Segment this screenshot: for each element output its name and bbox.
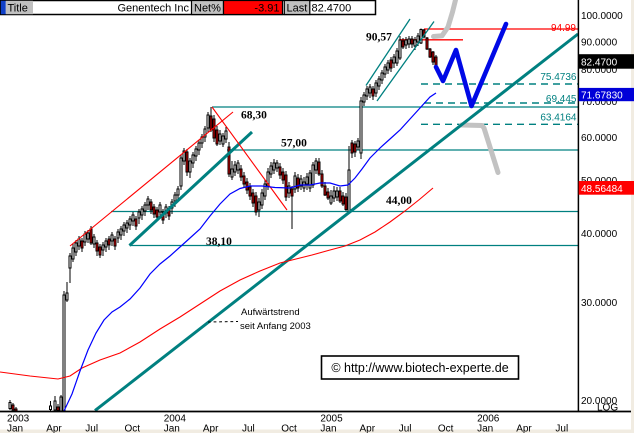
svg-text:-3.91: -3.91 xyxy=(254,2,279,14)
svg-text:Apr: Apr xyxy=(203,424,219,434)
svg-text:Apr: Apr xyxy=(516,424,532,434)
svg-text:20.0000: 20.0000 xyxy=(581,396,618,407)
svg-text:Oct: Oct xyxy=(438,424,454,434)
svg-text:57,00: 57,00 xyxy=(281,138,307,150)
svg-text:© http://www.biotech-experte.: © http://www.biotech-experte.de xyxy=(331,361,508,375)
svg-text:40.0000: 40.0000 xyxy=(581,229,618,240)
svg-text:94.99: 94.99 xyxy=(551,23,576,34)
svg-text:48.56484: 48.56484 xyxy=(581,184,623,195)
svg-text:82.4700: 82.4700 xyxy=(581,58,618,69)
svg-text:80.0000: 80.0000 xyxy=(581,65,618,76)
svg-text:Last: Last xyxy=(287,2,308,14)
svg-text:Jan: Jan xyxy=(320,424,336,434)
svg-text:Title: Title xyxy=(8,2,28,14)
svg-text:82.4700: 82.4700 xyxy=(312,2,352,14)
svg-text:Jul: Jul xyxy=(242,424,255,434)
svg-text:38,10: 38,10 xyxy=(206,236,232,248)
svg-text:68,30: 68,30 xyxy=(241,110,267,122)
svg-text:2006: 2006 xyxy=(477,414,500,425)
svg-text:Apr: Apr xyxy=(360,424,376,434)
svg-text:Apr: Apr xyxy=(46,424,62,434)
svg-text:90.0000: 90.0000 xyxy=(581,37,618,48)
svg-text:60.0000: 60.0000 xyxy=(581,133,618,144)
svg-text:44,00: 44,00 xyxy=(386,195,412,207)
svg-text:Oct: Oct xyxy=(125,424,141,434)
svg-text:Jul: Jul xyxy=(555,424,568,434)
svg-text:Jan: Jan xyxy=(477,424,493,434)
svg-text:Jul: Jul xyxy=(85,424,98,434)
svg-text:LOG: LOG xyxy=(597,403,618,414)
svg-text:90,57: 90,57 xyxy=(366,32,392,44)
svg-text:Net%: Net% xyxy=(194,2,221,14)
svg-text:70.0000: 70.0000 xyxy=(581,97,618,108)
svg-text:seit Anfang 2003: seit Anfang 2003 xyxy=(240,321,311,332)
svg-text:69.445: 69.445 xyxy=(546,94,577,105)
svg-text:Aufwärtstrend: Aufwärtstrend xyxy=(241,307,300,318)
svg-text:100.0000: 100.0000 xyxy=(581,11,623,22)
svg-text:2005: 2005 xyxy=(320,414,343,425)
svg-text:2004: 2004 xyxy=(164,414,187,425)
svg-text:Genentech Inc: Genentech Inc xyxy=(117,2,189,14)
svg-text:30.0000: 30.0000 xyxy=(581,298,618,309)
svg-text:75.4736: 75.4736 xyxy=(540,72,577,83)
svg-text:2003: 2003 xyxy=(7,414,30,425)
svg-text:63.4164: 63.4164 xyxy=(540,113,577,124)
svg-text:Jan: Jan xyxy=(7,424,23,434)
svg-text:Oct: Oct xyxy=(281,424,297,434)
svg-text:Jan: Jan xyxy=(164,424,180,434)
svg-text:Jul: Jul xyxy=(399,424,412,434)
svg-text:71.67830: 71.67830 xyxy=(581,91,623,102)
